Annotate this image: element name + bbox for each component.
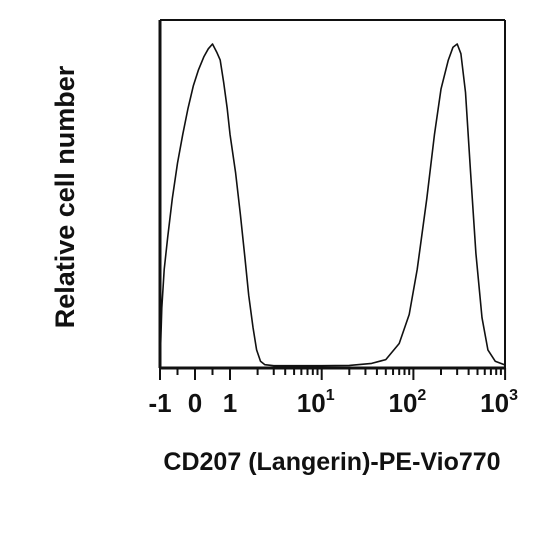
x-tick-label: 103 xyxy=(480,387,518,418)
x-tick-label-base: 10 xyxy=(297,388,326,418)
x-tick-label-base: 0 xyxy=(188,388,202,418)
x-tick-label: 1 xyxy=(223,388,237,418)
x-tick-label: 101 xyxy=(297,387,335,418)
x-tick-label: 102 xyxy=(388,387,426,418)
x-axis-ticks xyxy=(159,368,507,380)
x-tick-label-base: 10 xyxy=(480,388,509,418)
x-axis-tick-labels: -1 0 1 101 102 103 xyxy=(148,387,518,418)
histogram-series-line xyxy=(159,43,506,367)
x-tick-label-exponent: 2 xyxy=(417,387,426,404)
x-tick-label-exponent: 3 xyxy=(509,387,518,404)
y-axis-label: Relative cell number xyxy=(50,65,80,328)
plot-frame xyxy=(158,19,506,370)
x-axis-label: CD207 (Langerin)-PE-Vio770 xyxy=(163,448,500,476)
x-tick-label: -1 xyxy=(148,388,171,418)
x-tick-label: 0 xyxy=(188,388,202,418)
x-tick-label-base: 1 xyxy=(223,388,237,418)
x-tick-label-base: -1 xyxy=(148,388,171,418)
x-tick-label-base: 10 xyxy=(388,388,417,418)
x-tick-label-exponent: 1 xyxy=(326,387,335,404)
